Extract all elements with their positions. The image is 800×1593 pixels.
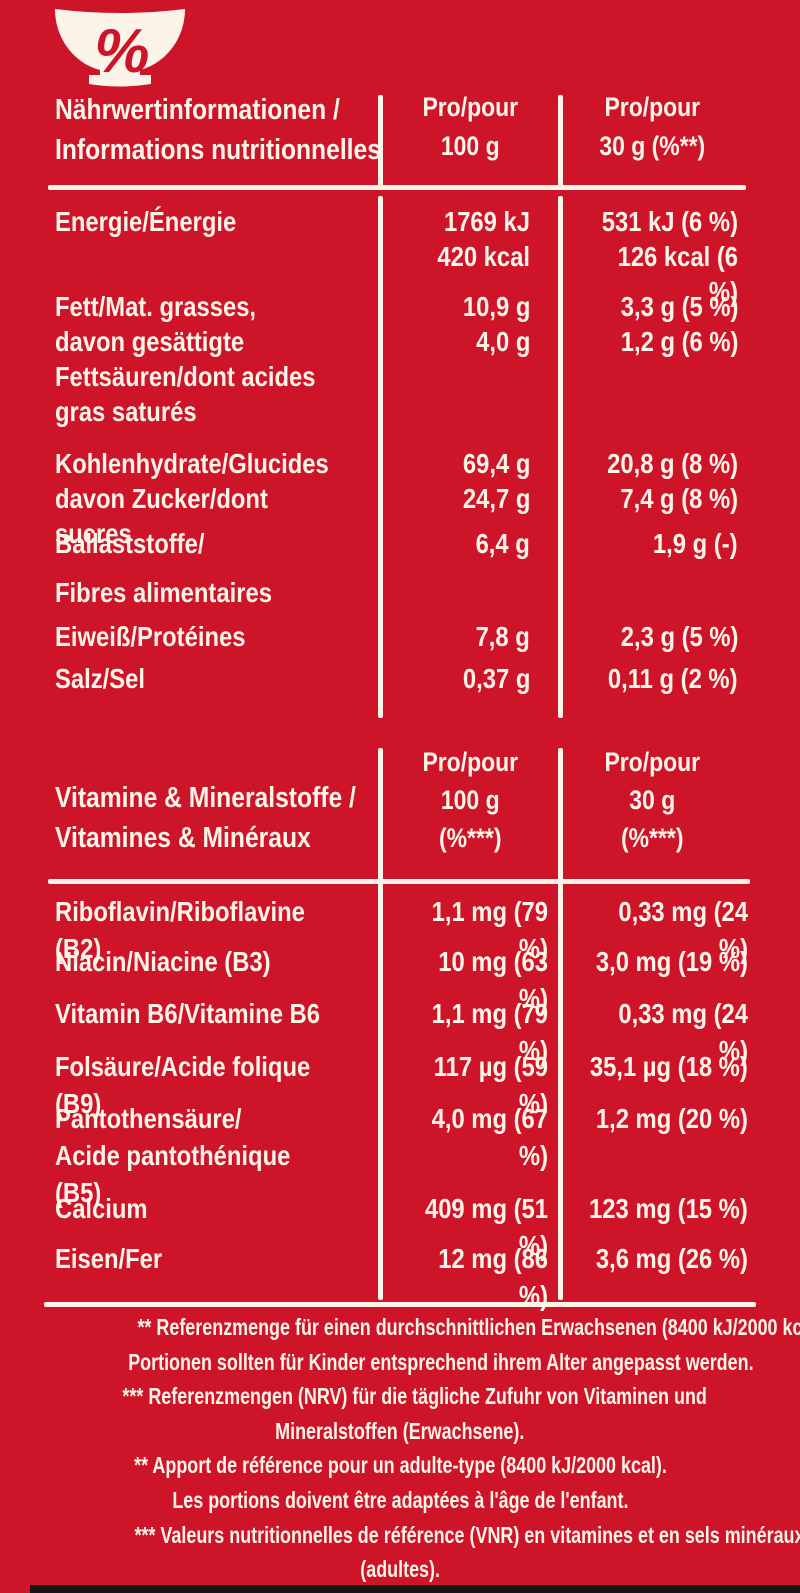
value-per-30g: 0,11 g (2 %) — [608, 663, 738, 694]
value-per-100g: 4,0 mg (67 %) — [431, 1103, 548, 1171]
footnote: ** Referenzmenge für einen durchschnittl… — [137, 1314, 800, 1340]
nutrient-label: Fett/Mat. grasses, davon gesättigte Fett… — [55, 291, 316, 427]
value-per-30g: 3,3 g (5 %) 1,2 g (6 %) — [620, 291, 738, 357]
footnote: Mineralstoffen (Erwachsene). — [275, 1417, 525, 1444]
footnote: Les portions doivent être adaptées à l'â… — [171, 1487, 629, 1513]
value-per-30g: 3,6 mg (26 %) — [595, 1243, 748, 1274]
vitamins-column-header-per-30g: Pro/pour 30 g (%***) — [604, 747, 701, 853]
value-per-100g: 69,4 g 24,7 g — [462, 448, 530, 514]
value-per-100g: 117 µg (59 %) — [433, 1051, 548, 1119]
vitamin-label: Pantothensäure/ Acide pantothénique (B5) — [55, 1103, 291, 1208]
value-per-100g: 12 mg (86 %) — [438, 1243, 548, 1311]
value-per-30g: 0,33 mg (24 %) — [618, 998, 748, 1066]
footnote: ** Apport de référence pour un adulte-ty… — [133, 1452, 667, 1479]
value-per-100g: 6,4 g — [475, 528, 530, 559]
value-per-30g: 123 mg (15 %) — [589, 1193, 748, 1224]
value-per-100g: 10 mg (63 %) — [438, 946, 548, 1014]
value-per-100g: 1,1 mg (79 %) — [431, 896, 548, 964]
value-per-100g: 1,1 mg (79 %) — [431, 998, 548, 1066]
nutrient-label: Ballaststoffe/ — [55, 528, 205, 559]
value-per-100g: 7,8 g — [475, 621, 530, 652]
value-per-30g: 0,33 mg (24 %) — [618, 896, 748, 964]
nutrient-label: Energie/Énergie — [55, 206, 237, 237]
package-edge-bar — [30, 1585, 800, 1593]
value-per-100g: 0,37 g — [462, 663, 530, 694]
footnote: *** Valeurs nutritionnelles de référence… — [134, 1521, 800, 1548]
footnote: (adultes). — [360, 1556, 440, 1583]
percent-glyph: % — [94, 17, 149, 86]
vitamin-label: Vitamin B6/Vitamine B6 — [55, 998, 320, 1029]
value-per-30g: 20,8 g (8 %) 7,4 g (8 %) — [607, 448, 738, 514]
nutrient-label: Eiweiß/Protéines — [55, 621, 246, 652]
value-per-100g: 1769 kJ 420 kcal — [437, 206, 530, 272]
column-divider — [558, 196, 563, 718]
nutrient-label: Salz/Sel — [55, 663, 145, 694]
value-per-30g: 2,3 g (5 %) — [620, 621, 738, 652]
vitamin-label: Niacin/Niacine (B3) — [55, 946, 271, 977]
value-per-30g: 35,1 µg (18 %) — [590, 1051, 748, 1082]
vitamin-label: Folsäure/Acide folique (B9) — [55, 1051, 311, 1119]
nutrient-label: Fibres alimentaires — [55, 577, 272, 608]
header-divider — [48, 185, 746, 190]
value-per-30g: 1,2 mg (20 %) — [595, 1103, 748, 1134]
column-header-per-100g: Pro/pour 100 g — [422, 92, 518, 161]
vitamins-title: Vitamine & Mineralstoffe / Vitamines & M… — [55, 782, 356, 854]
vitamin-label: Eisen/Fer — [55, 1243, 163, 1274]
footnote: *** Referenzmengen (NRV) für die täglich… — [122, 1383, 707, 1410]
column-divider — [378, 95, 383, 188]
column-divider — [558, 748, 563, 1300]
value-per-30g: 3,0 mg (19 %) — [595, 946, 748, 977]
column-header-per-30g: Pro/pour 30 g (%**) — [599, 92, 706, 161]
value-per-30g: 1,9 g (-) — [653, 528, 738, 559]
value-per-100g: 10,9 g 4,0 g — [462, 291, 530, 357]
footnotes-divider — [44, 1302, 756, 1307]
footnote: Portionen sollten für Kinder entsprechen… — [128, 1348, 754, 1375]
vitamin-label: Riboflavin/Riboflavine (B2) — [55, 896, 305, 964]
value-per-100g: 409 mg (51 %) — [424, 1193, 548, 1261]
column-divider — [378, 196, 383, 718]
column-divider — [558, 95, 563, 188]
nutrient-label: Kohlenhydrate/Glucides davon Zucker/dont… — [55, 448, 329, 549]
table-title: Nährwertinformationen / Informations nut… — [55, 90, 438, 170]
bowl-percent-icon: % — [52, 6, 188, 94]
vitamins-header-divider — [48, 879, 750, 884]
column-divider — [378, 748, 383, 1300]
table-title-text: Nährwertinformationen / Informations nut… — [55, 94, 381, 166]
vitamin-label: Calcium — [55, 1193, 148, 1224]
value-per-30g: 531 kJ (6 %) 126 kcal (6 %) — [601, 206, 738, 307]
vitamins-column-header-per-100g: Pro/pour 100 g (%***) — [422, 747, 518, 853]
